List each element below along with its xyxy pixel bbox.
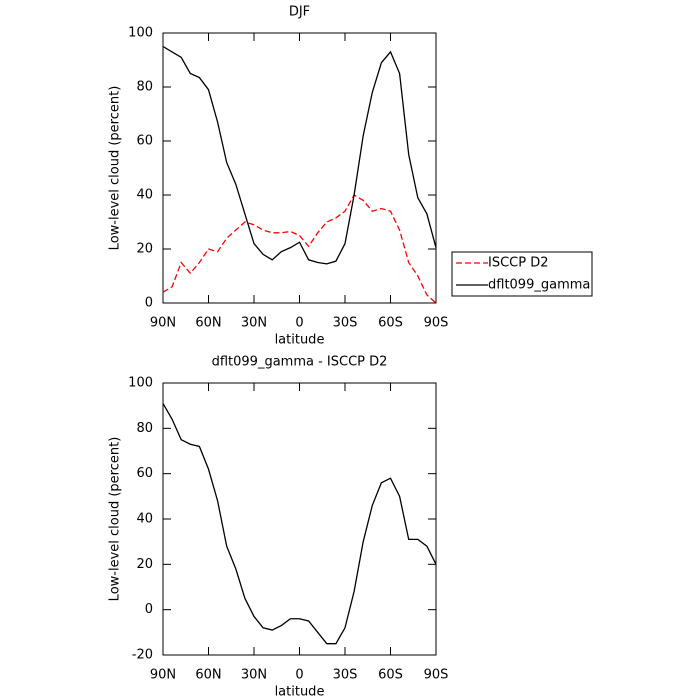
plot-frame [162,382,437,656]
chart-title: dflt099_gamma - ISCCP D2 [212,355,388,370]
x-tick-label: 0 [295,668,303,683]
x-axis-label: latitude [275,685,325,700]
y-tick-label: 0 [145,296,153,311]
y-tick-label: 60 [136,134,153,149]
x-tick-label: 30S [333,316,358,331]
x-tick-label: 0 [295,316,303,331]
y-tick-label: 80 [136,80,153,95]
series-line [162,194,437,304]
series-line [162,45,437,265]
y-tick-label: 100 [128,26,153,41]
series-line [162,403,437,645]
x-tick-label: 30N [241,668,267,683]
x-tick-label: 60S [378,316,403,331]
x-tick-label: 30S [333,668,358,683]
x-tick-label: 30N [241,316,267,331]
y-tick-label: 20 [136,557,153,572]
x-tick-label: 90N [150,668,176,683]
x-tick-label: 60N [195,668,221,683]
plot-frame [162,32,437,304]
x-tick-label: 90S [424,316,449,331]
y-axis-label: Low-level cloud (percent) [108,437,123,602]
x-tick-label: 60N [195,316,221,331]
y-axis-label: Low-level cloud (percent) [108,86,123,251]
x-tick-label: 90S [424,668,449,683]
x-tick-label: 90N [150,316,176,331]
legend-label: ISCCP D2 [488,256,549,271]
x-axis-label: latitude [275,333,325,348]
y-tick-label: 0 [145,602,153,617]
x-tick-label: 60S [378,668,403,683]
y-tick-label: 20 [136,242,153,257]
chart-title: DJF [289,5,310,20]
legend-label: dflt099_gamma [488,278,590,293]
y-tick-label: 40 [136,188,153,203]
y-tick-label: 80 [136,421,153,436]
y-tick-label: 60 [136,466,153,481]
legend-box [451,251,593,297]
y-tick-label: -20 [132,648,153,663]
y-tick-label: 40 [136,512,153,527]
y-tick-label: 100 [128,376,153,391]
